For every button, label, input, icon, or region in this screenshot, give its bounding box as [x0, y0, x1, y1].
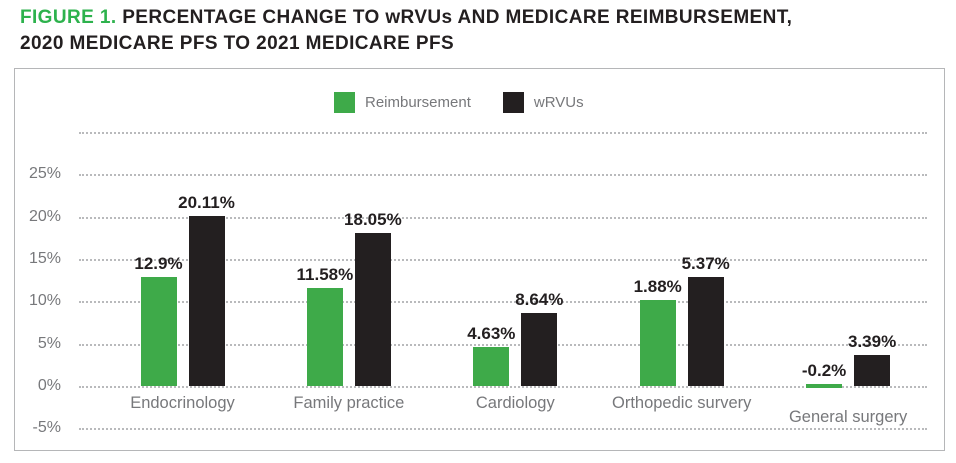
bar-value-label: 11.58%	[296, 265, 354, 285]
bar-value-label: 12.9%	[134, 253, 183, 273]
bar-value-label: 5.37%	[681, 253, 730, 273]
category-label: Cardiology	[475, 394, 555, 412]
plot-area: 25% 20% 15% 10% 5% 0% -5% 12.9% 11.58% 4.63% 1.88%…	[15, 69, 944, 450]
legend-item-wrvus: wRVUs	[502, 92, 584, 113]
bar-reimbursement-4	[806, 384, 843, 388]
y-axis-tick-label: 25%	[28, 165, 61, 183]
figure-title: FIGURE 1. PERCENTAGE CHANGE TO wRVUs AND…	[20, 5, 940, 57]
legend-label-wrvus: wRVUs	[533, 94, 584, 111]
bar-reimbursement-2	[473, 346, 510, 386]
figure-title-line1: FIGURE 1. PERCENTAGE CHANGE TO wRVUs AND…	[20, 5, 940, 31]
category-label: Family practice	[293, 394, 405, 412]
y-axis-tick-label: 15%	[28, 250, 61, 268]
bar-value-label: 18.05%	[344, 210, 402, 230]
gridline-15pct	[79, 259, 927, 262]
figure-title-line2: 2020 MEDICARE PFS TO 2021 MEDICARE PFS	[20, 33, 455, 54]
category-label: General surgery	[788, 408, 908, 426]
y-axis-tick-label: -5%	[32, 419, 61, 437]
gridline-30pct	[79, 132, 927, 135]
chart-panel: Reimbursement wRVUs 25% 20% 15% 10% 5% 0% -5% 1…	[14, 68, 945, 451]
legend-label-reimbursement: Reimbursement	[365, 94, 471, 111]
reimbursement-swatch-icon	[334, 92, 355, 113]
bar-wrvus-0	[188, 215, 225, 386]
bar-value-label: 3.39%	[847, 331, 897, 351]
category-label: Orthopedic survery	[611, 394, 752, 412]
gridline-25pct	[79, 174, 927, 177]
bar-wrvus-1	[354, 233, 391, 386]
gridline-5pct	[79, 343, 927, 346]
bar-value-label: 8.64%	[515, 289, 564, 309]
gridline--5pct	[79, 428, 927, 431]
gridline-0pct	[79, 386, 927, 388]
bar-wrvus-4	[854, 354, 891, 386]
bar-reimbursement-0	[140, 276, 177, 386]
legend-item-reimbursement: Reimbursement	[334, 92, 471, 113]
category-label: Endocrinology	[130, 394, 235, 412]
bar-value-label: -0.2%	[801, 361, 847, 380]
figure-title-text: PERCENTAGE CHANGE TO wRVUs AND MEDICARE …	[116, 7, 793, 28]
y-axis-tick-label: 5%	[37, 334, 61, 352]
bar-value-label: 20.11%	[178, 192, 235, 212]
bar-wrvus-3	[687, 276, 724, 386]
gridline-10pct	[79, 301, 927, 304]
gridline-20pct	[79, 216, 927, 219]
bar-value-label: 1.88%	[633, 276, 682, 296]
y-axis-tick-label: 0%	[37, 377, 61, 394]
y-axis-tick-label: 10%	[28, 292, 61, 310]
bar-reimbursement-3	[639, 299, 676, 386]
wrvus-swatch-icon	[502, 92, 524, 113]
bar-reimbursement-1	[306, 288, 343, 386]
y-axis-tick-label: 20%	[28, 207, 61, 225]
chart-legend: Reimbursement wRVUs	[334, 92, 584, 113]
bar-wrvus-2	[521, 312, 558, 386]
figure-number-label: FIGURE 1.	[20, 7, 117, 28]
bar-value-label: 4.63%	[467, 323, 516, 343]
